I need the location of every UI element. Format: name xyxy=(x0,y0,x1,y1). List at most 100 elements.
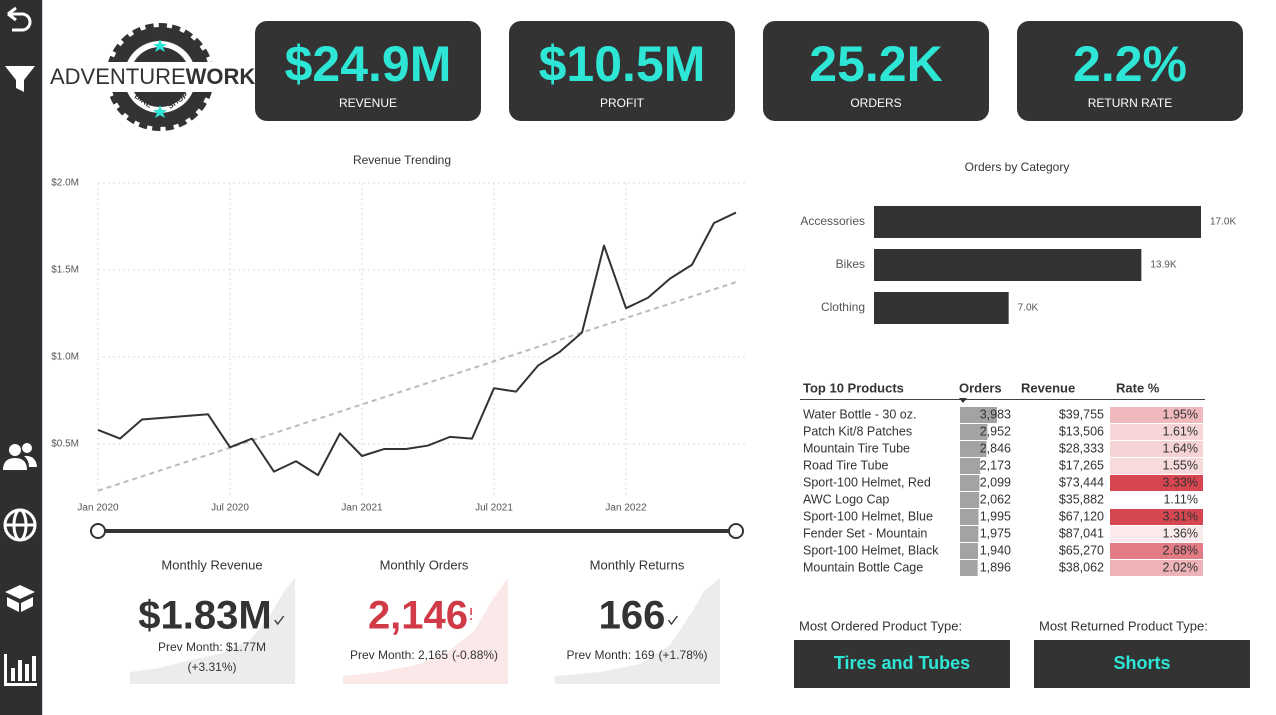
date-slider[interactable] xyxy=(90,523,744,539)
brand-word: ADVENTURE xyxy=(50,64,186,89)
y-tick-label: $1.5M xyxy=(51,265,79,276)
kpi-value: $10.5M xyxy=(539,36,706,92)
orders-bar xyxy=(960,458,981,474)
rate-text: 1.61% xyxy=(1163,424,1198,438)
orders-cell: 2,062 xyxy=(980,492,1011,506)
rate-text: 2.02% xyxy=(1163,560,1198,574)
geography-button[interactable] xyxy=(3,508,37,542)
card-prev: Prev Month: $1.77M xyxy=(158,640,266,654)
rate-cell xyxy=(1110,526,1203,542)
product-name: Mountain Tire Tube xyxy=(803,441,910,455)
product-name: Road Tire Tube xyxy=(803,458,889,472)
data-label: 17.0K xyxy=(1210,217,1236,228)
orders-bar xyxy=(960,560,978,576)
type-box xyxy=(794,640,1010,688)
data-label: 13.9K xyxy=(1150,260,1176,271)
sort-indicator xyxy=(959,398,967,403)
x-tick-label: Jan 2022 xyxy=(605,503,647,514)
y-tick-label: $1.0M xyxy=(51,352,79,363)
product-name: Sport-100 Helmet, Black xyxy=(803,543,939,557)
card-value: $1.83M xyxy=(138,594,271,638)
reports-button[interactable] xyxy=(4,654,37,686)
chart-title: Revenue Trending xyxy=(353,153,451,167)
revenue-cell: $38,062 xyxy=(1059,560,1104,574)
sparkline-bg xyxy=(555,578,720,684)
brand-name: ADVENTUREWORKS xyxy=(50,64,270,89)
x-tick-label: Jul 2020 xyxy=(211,503,249,514)
rate-text: 1.55% xyxy=(1163,458,1198,472)
card-change: (+1.78%) xyxy=(659,648,708,662)
x-tick-label: Jul 2021 xyxy=(475,503,513,514)
y-tick-label: Clothing xyxy=(821,300,865,314)
rate-cell xyxy=(1110,424,1203,440)
x-tick-label: Jan 2021 xyxy=(341,503,383,514)
product-name: Sport-100 Helmet, Red xyxy=(803,475,931,489)
kpi-value: 2.2% xyxy=(1073,36,1187,92)
card-prev: Prev Month: 169 xyxy=(566,648,654,662)
kpi-box xyxy=(1017,21,1243,121)
rate-cell xyxy=(1110,543,1203,559)
rate-cell xyxy=(1110,458,1203,474)
rate-text: 1.36% xyxy=(1163,526,1198,540)
rate-cell xyxy=(1110,475,1203,491)
orders-cell: 1,896 xyxy=(980,560,1011,574)
filter-button[interactable] xyxy=(5,66,35,92)
rate-cell xyxy=(1110,441,1203,457)
orders-bar xyxy=(960,509,979,525)
revenue-cell: $17,265 xyxy=(1059,458,1104,472)
column-header: Revenue xyxy=(1021,380,1075,395)
rate-cell xyxy=(1110,492,1203,508)
customers-button[interactable] xyxy=(3,443,37,470)
trend-line xyxy=(97,281,737,492)
products-button[interactable] xyxy=(5,585,35,612)
kpi-label: PROFIT xyxy=(600,96,645,110)
card-value: 2,146 xyxy=(368,594,468,638)
bar xyxy=(874,206,1201,238)
card-title: Monthly Revenue xyxy=(161,557,262,572)
type-value: Tires and Tubes xyxy=(834,653,970,673)
x-tick-label: Jan 2020 xyxy=(77,503,119,514)
revenue-cell: $67,120 xyxy=(1059,509,1104,523)
type-label: Most Returned Product Type: xyxy=(1039,618,1208,633)
rate-text: 1.95% xyxy=(1163,407,1198,421)
product-name: Patch Kit/8 Patches xyxy=(803,424,912,438)
card-change: (+3.31%) xyxy=(187,660,236,674)
logo: ADVENTUREWORKS BIKE SHOP xyxy=(50,23,270,131)
orders-bar xyxy=(960,526,979,542)
kpi-box xyxy=(763,21,989,121)
revenue-cell: $73,444 xyxy=(1059,475,1104,489)
revenue-cell: $87,041 xyxy=(1059,526,1104,540)
column-header: Rate % xyxy=(1116,380,1160,395)
column-header: Orders xyxy=(959,380,1002,395)
product-name: AWC Logo Cap xyxy=(803,492,889,506)
revenue-cell: $35,882 xyxy=(1059,492,1104,506)
product-name: Mountain Bottle Cage xyxy=(803,560,923,574)
column-header: Top 10 Products xyxy=(803,380,904,395)
orders-bar xyxy=(960,492,980,508)
card-title: Monthly Returns xyxy=(590,557,685,572)
y-tick-label: Bikes xyxy=(836,257,865,271)
orders-cell: 1,940 xyxy=(980,543,1011,557)
back-button[interactable] xyxy=(7,6,32,32)
type-box xyxy=(1034,640,1250,688)
bar xyxy=(874,292,1009,324)
revenue-cell: $65,270 xyxy=(1059,543,1104,557)
card-value: 166 xyxy=(599,594,666,638)
card-prev-line: Prev Month: 169 (+1.78%) xyxy=(566,648,707,662)
orders-bar xyxy=(960,543,979,559)
card-prev-line: Prev Month: 2,165 (-0.88%) xyxy=(350,648,498,662)
y-tick-label: Accessories xyxy=(800,214,865,228)
kpi-label: REVENUE xyxy=(339,96,397,110)
kpi-value: $24.9M xyxy=(285,36,452,92)
kpi-box xyxy=(255,21,481,121)
card-prev: Prev Month: 2,165 xyxy=(350,648,448,662)
rate-text: 3.33% xyxy=(1163,475,1198,489)
y-tick-label: $0.5M xyxy=(51,438,79,449)
rate-text: 3.31% xyxy=(1163,509,1198,523)
orders-cell: 2,099 xyxy=(980,475,1011,489)
product-name: Sport-100 Helmet, Blue xyxy=(803,509,933,523)
rate-cell xyxy=(1110,560,1203,576)
kpi-value: 25.2K xyxy=(809,36,942,92)
orders-bar xyxy=(960,424,988,440)
